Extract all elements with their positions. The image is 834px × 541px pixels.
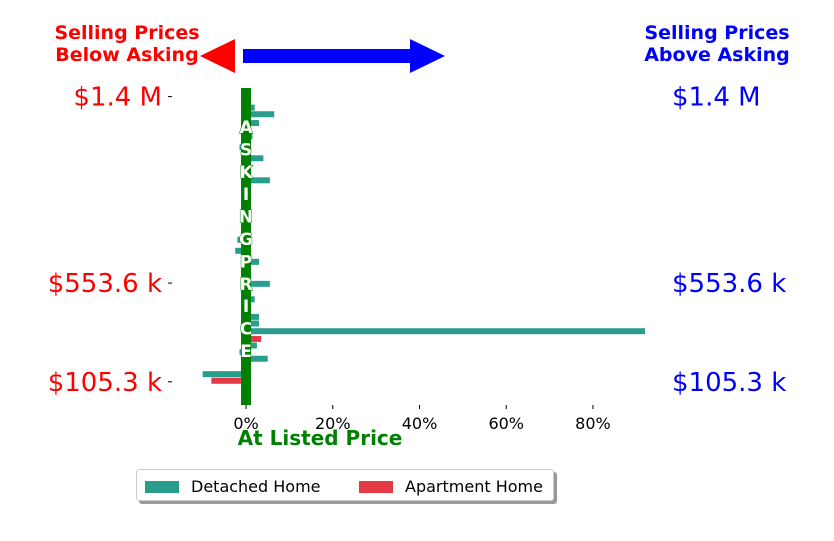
detached-bar-5 [246,155,264,162]
bars-layer [202,104,646,384]
detached-bar-2 [246,120,260,127]
left-y-tick-label-0: $1.4 M [73,83,162,113]
asking-letter-1: S [240,140,252,160]
detached-bar-21 [246,342,257,349]
detached-bar-6 [246,177,270,184]
asking-letter-9: C [240,320,252,340]
detached-bar-18 [246,320,260,327]
asking-letter-4: N [239,208,253,228]
asking-price-bar [241,88,252,405]
asking-letter-8: I [243,297,249,317]
below-asking-annotation-line1: Selling Prices [54,22,199,44]
asking-letter-6: P [240,252,252,272]
above-asking-annotation-line2: Above Asking [644,44,790,66]
legend-item-detached: Detached Home [145,477,321,496]
above-asking-annotation-line1: Selling Prices [644,22,789,44]
x-axis-label: At Listed Price [238,426,403,450]
x-tick-label-4: 80% [575,414,611,433]
legend-label-detached: Detached Home [191,477,321,496]
right-y-tick-label-2: $105.3 k [672,368,786,398]
right-y-tick-label-1: $553.6 k [672,269,786,299]
x-tick-label-2: 40% [402,414,438,433]
asking-letter-2: K [239,163,253,183]
legend-item-apartment: Apartment Home [359,477,543,496]
left-y-tick-label-2: $105.3 k [48,368,162,398]
detached-bar-11 [235,247,247,254]
x-tick-label-1: 20% [315,414,351,433]
below-asking-annotation-line2: Below Asking [55,44,198,66]
below-asking-arrow-icon [200,39,235,73]
apartment-bar-0 [246,335,262,342]
asking-letter-3: I [243,185,249,205]
detached-bar-24 [202,371,247,378]
ticks-layer: 0% 20% 40% 60% 80% $1.4 M $553.6 k $105.3 k $1.4… [48,83,787,433]
detached-bar-1 [246,111,275,118]
legend: Detached Home Apartment Home [136,469,554,501]
x-tick-label-0: 0% [233,414,258,433]
asking-letter-7: R [239,275,252,295]
detached-bar-23 [246,355,268,362]
legend-label-apartment: Apartment Home [405,477,543,496]
asking-letter-5: G [239,230,253,250]
detached-bar-12 [246,258,260,265]
legend-swatch-apartment [359,480,393,493]
above-asking-arrow-icon [243,39,445,73]
right-y-tick-label-0: $1.4 M [672,83,761,113]
asking-letter-10: E [240,342,252,362]
asking-letter-0: A [239,118,253,138]
legend-swatch-detached [145,480,179,493]
apartment-bar-1 [211,377,247,384]
detached-bar-14 [246,280,270,287]
left-y-tick-label-1: $553.6 k [48,269,162,299]
detached-bar-17 [246,313,260,320]
detached-bar-19 [246,328,646,335]
x-tick-label-3: 60% [488,414,524,433]
arrows-layer [200,39,445,73]
